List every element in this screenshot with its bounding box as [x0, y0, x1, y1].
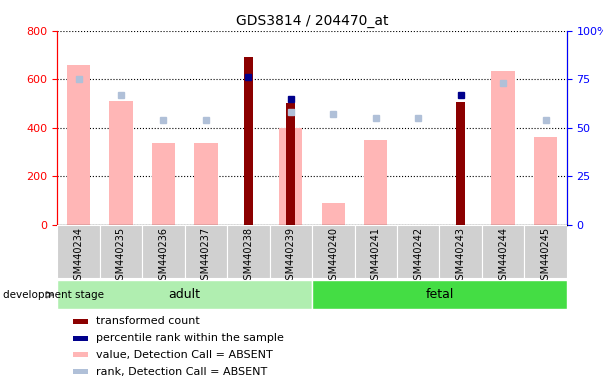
- Text: GSM440240: GSM440240: [328, 227, 338, 286]
- Bar: [525, 225, 567, 278]
- Text: GSM440244: GSM440244: [498, 227, 508, 286]
- Text: adult: adult: [169, 288, 201, 301]
- Text: value, Detection Call = ABSENT: value, Detection Call = ABSENT: [95, 350, 272, 360]
- Bar: [72, 353, 88, 358]
- Bar: [279, 128, 303, 225]
- Bar: [72, 319, 88, 324]
- Bar: [321, 203, 345, 225]
- Bar: [440, 225, 482, 278]
- Text: GSM440238: GSM440238: [244, 227, 253, 286]
- Bar: [67, 65, 90, 225]
- Title: GDS3814 / 204470_at: GDS3814 / 204470_at: [236, 14, 388, 28]
- Bar: [270, 225, 312, 278]
- Bar: [355, 225, 397, 278]
- Bar: [456, 102, 466, 225]
- Text: GSM440236: GSM440236: [159, 227, 168, 286]
- Bar: [364, 140, 387, 225]
- Bar: [72, 336, 88, 341]
- Text: GSM440242: GSM440242: [413, 227, 423, 286]
- Bar: [57, 225, 99, 278]
- Bar: [185, 225, 227, 278]
- Bar: [227, 225, 270, 278]
- Bar: [142, 225, 185, 278]
- Bar: [397, 225, 440, 278]
- Text: development stage: development stage: [3, 290, 104, 300]
- Text: percentile rank within the sample: percentile rank within the sample: [95, 333, 283, 343]
- Bar: [312, 280, 567, 309]
- Bar: [244, 57, 253, 225]
- Text: transformed count: transformed count: [95, 316, 199, 326]
- Text: GSM440241: GSM440241: [371, 227, 380, 286]
- Text: GSM440235: GSM440235: [116, 227, 126, 286]
- Bar: [99, 225, 142, 278]
- Bar: [491, 71, 515, 225]
- Bar: [194, 144, 218, 225]
- Text: fetal: fetal: [425, 288, 453, 301]
- Bar: [72, 369, 88, 374]
- Text: GSM440237: GSM440237: [201, 227, 211, 286]
- Text: rank, Detection Call = ABSENT: rank, Detection Call = ABSENT: [95, 367, 267, 377]
- Text: GSM440243: GSM440243: [456, 227, 466, 286]
- Text: GSM440245: GSM440245: [540, 227, 551, 286]
- Bar: [312, 225, 355, 278]
- Text: GSM440234: GSM440234: [74, 227, 84, 286]
- Bar: [534, 137, 557, 225]
- Bar: [57, 280, 312, 309]
- Bar: [286, 103, 295, 225]
- Bar: [109, 101, 133, 225]
- Text: GSM440239: GSM440239: [286, 227, 296, 286]
- Bar: [152, 144, 175, 225]
- Bar: [482, 225, 525, 278]
